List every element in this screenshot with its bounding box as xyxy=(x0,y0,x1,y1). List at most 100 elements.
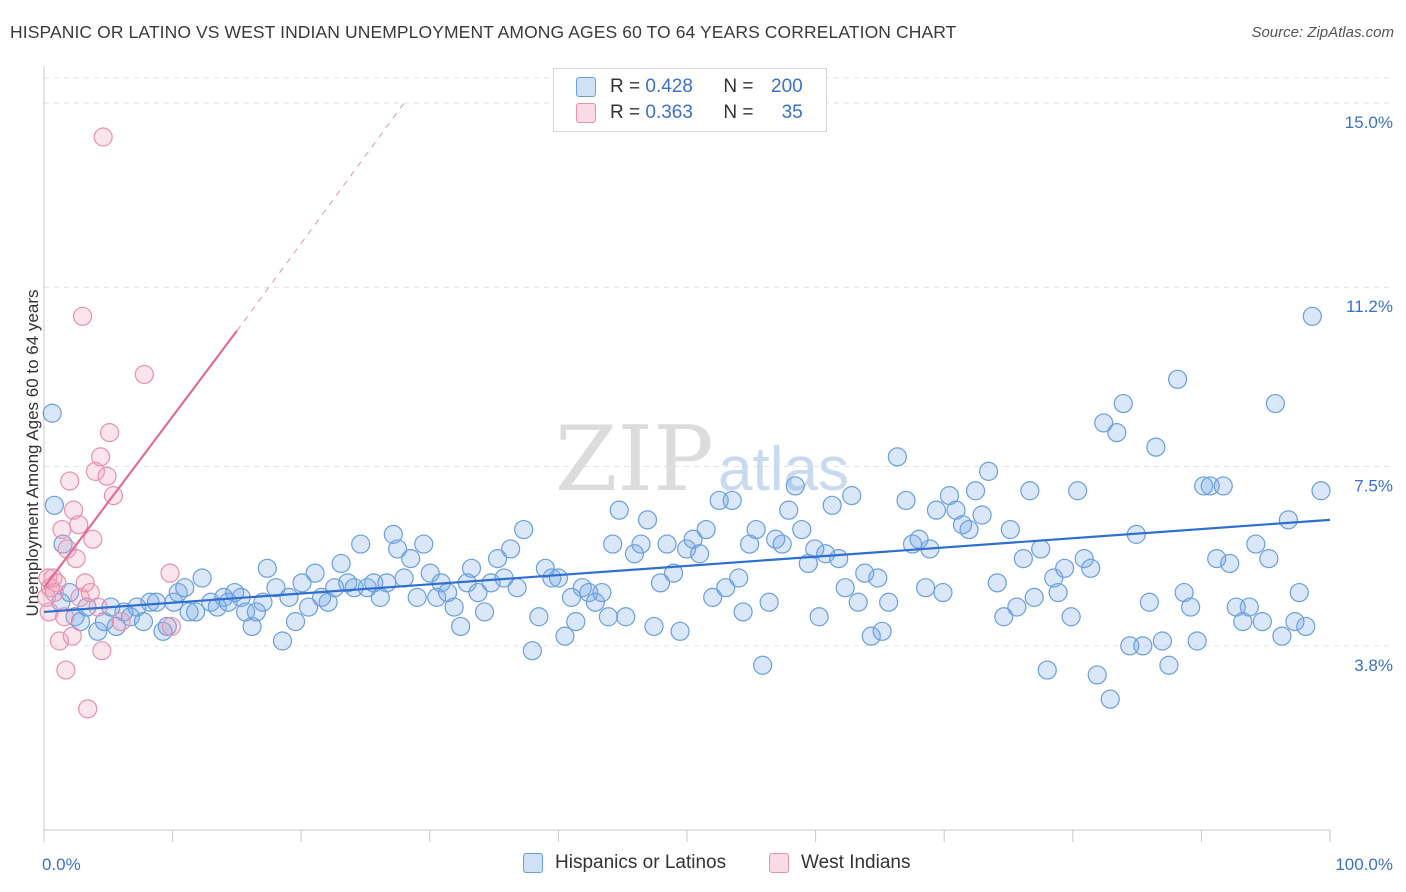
data-point-hispanics xyxy=(887,447,907,467)
data-point-hispanics xyxy=(185,602,206,622)
data-point-hispanics xyxy=(383,524,403,544)
data-point-hispanics xyxy=(501,539,521,559)
data-point-hispanics xyxy=(77,597,97,617)
data-point-hispanics xyxy=(242,616,262,637)
data-point-hispanics xyxy=(388,539,408,559)
data-point-hispanics xyxy=(1239,597,1259,617)
data-point-west-indians xyxy=(97,466,117,486)
data-point-hispanics xyxy=(535,558,555,578)
legend-swatch-blue xyxy=(576,77,596,97)
data-point-hispanics xyxy=(926,500,947,520)
y-tick-label: 3.8% xyxy=(1354,656,1393,675)
legend-label-west-indians: West Indians xyxy=(801,852,911,873)
data-point-west-indians xyxy=(78,699,98,719)
data-point-hispanics xyxy=(729,568,749,588)
data-point-hispanics xyxy=(514,519,534,540)
data-point-hispanics xyxy=(279,587,299,607)
data-point-hispanics xyxy=(1024,587,1044,607)
data-point-hispanics xyxy=(1265,393,1285,414)
data-point-hispanics xyxy=(609,500,629,520)
data-point-hispanics xyxy=(285,612,306,632)
watermark: ZIP atlas xyxy=(555,407,849,512)
legend-r-label: R = xyxy=(610,76,646,97)
data-point-hispanics xyxy=(1037,660,1057,680)
data-point-hispanics xyxy=(861,626,881,646)
data-point-hispanics xyxy=(529,607,549,627)
data-point-hispanics xyxy=(1296,616,1316,637)
data-point-hispanics xyxy=(444,597,464,617)
data-point-hispanics xyxy=(377,573,397,593)
data-point-hispanics xyxy=(146,592,167,612)
data-point-west-indians xyxy=(161,616,181,637)
data-point-hispanics xyxy=(1055,558,1075,578)
data-point-hispanics xyxy=(1120,636,1140,656)
data-point-west-indians xyxy=(69,515,89,535)
data-point-hispanics xyxy=(1113,393,1133,414)
gridlines xyxy=(44,77,1392,647)
data-point-hispanics xyxy=(474,602,495,622)
data-point-hispanics xyxy=(703,587,723,607)
data-point-west-indians xyxy=(47,573,67,593)
data-point-hispanics xyxy=(848,592,868,612)
data-point-hispanics xyxy=(44,495,64,515)
data-point-hispanics xyxy=(1048,582,1068,603)
data-point-hispanics xyxy=(401,549,421,569)
data-point-hispanics xyxy=(1000,519,1020,540)
data-point-hispanics xyxy=(1187,631,1207,651)
data-point-hispanics xyxy=(785,476,805,496)
data-point-hispanics xyxy=(722,490,742,511)
watermark-zip: ZIP xyxy=(555,407,714,512)
data-point-west-indians xyxy=(99,423,120,443)
data-point-hispanics xyxy=(179,602,199,622)
data-point-hispanics xyxy=(637,510,658,530)
data-point-hispanics xyxy=(965,481,986,501)
data-point-hispanics xyxy=(298,597,319,617)
data-point-hispanics xyxy=(746,519,766,540)
y-axis-label: Unemployment Among Ages 60 to 64 years xyxy=(23,289,42,617)
legend-item-west-indians[interactable]: West Indians xyxy=(769,852,910,874)
legend-n-value: 200 xyxy=(771,76,803,97)
data-point-west-indians xyxy=(85,461,106,481)
data-point-hispanics xyxy=(1139,592,1159,612)
data-point-west-indians xyxy=(90,447,111,467)
data-point-hispanics xyxy=(1020,481,1040,501)
data-point-west-indians xyxy=(93,127,113,147)
data-point-hispanics xyxy=(548,568,569,588)
data-point-hispanics xyxy=(959,519,979,540)
data-point-hispanics xyxy=(829,549,849,569)
data-point-hispanics xyxy=(1200,476,1220,496)
data-point-hispanics xyxy=(1031,539,1051,559)
data-point-hispanics xyxy=(192,568,212,588)
data-point-hispanics xyxy=(1181,597,1201,617)
trend-lines xyxy=(43,102,1331,614)
x-tick-label: 100.0% xyxy=(1335,855,1393,874)
data-point-hispanics xyxy=(420,563,440,583)
data-point-hispanics xyxy=(1087,665,1107,685)
data-point-hispanics xyxy=(1107,423,1127,443)
legend-item-hispanics[interactable]: Hispanics or Latinos xyxy=(523,852,726,874)
x-tick-label: 0.0% xyxy=(42,855,81,874)
legend-row-hispanics: R = 0.428 N = 200 xyxy=(576,74,803,100)
series-hispanics-points xyxy=(42,306,1331,709)
data-point-west-indians xyxy=(134,364,154,385)
data-point-hispanics xyxy=(1213,476,1233,496)
data-point-west-indians xyxy=(52,519,72,540)
data-point-hispanics xyxy=(468,582,488,603)
data-point-hispanics xyxy=(1302,306,1322,326)
data-point-hispanics xyxy=(133,612,154,632)
data-point-hispanics xyxy=(759,592,779,612)
data-point-west-indians xyxy=(70,587,90,607)
tick-labels: 3.8% 7.5% 11.2% 15.0% 0.0% 100.0% xyxy=(42,113,1393,874)
trend-extension-west-indians xyxy=(236,102,405,332)
data-point-hispanics xyxy=(879,592,899,612)
data-point-hispanics xyxy=(1311,481,1331,501)
data-point-hispanics xyxy=(978,461,999,481)
data-point-hispanics xyxy=(1081,558,1101,578)
data-point-hispanics xyxy=(427,587,447,607)
data-point-hispanics xyxy=(670,621,690,641)
data-point-west-indians xyxy=(54,607,75,627)
data-point-hispanics xyxy=(896,490,916,511)
data-point-hispanics xyxy=(1133,636,1153,656)
data-point-hispanics xyxy=(696,519,716,540)
legend-swatch-pink xyxy=(769,853,789,873)
